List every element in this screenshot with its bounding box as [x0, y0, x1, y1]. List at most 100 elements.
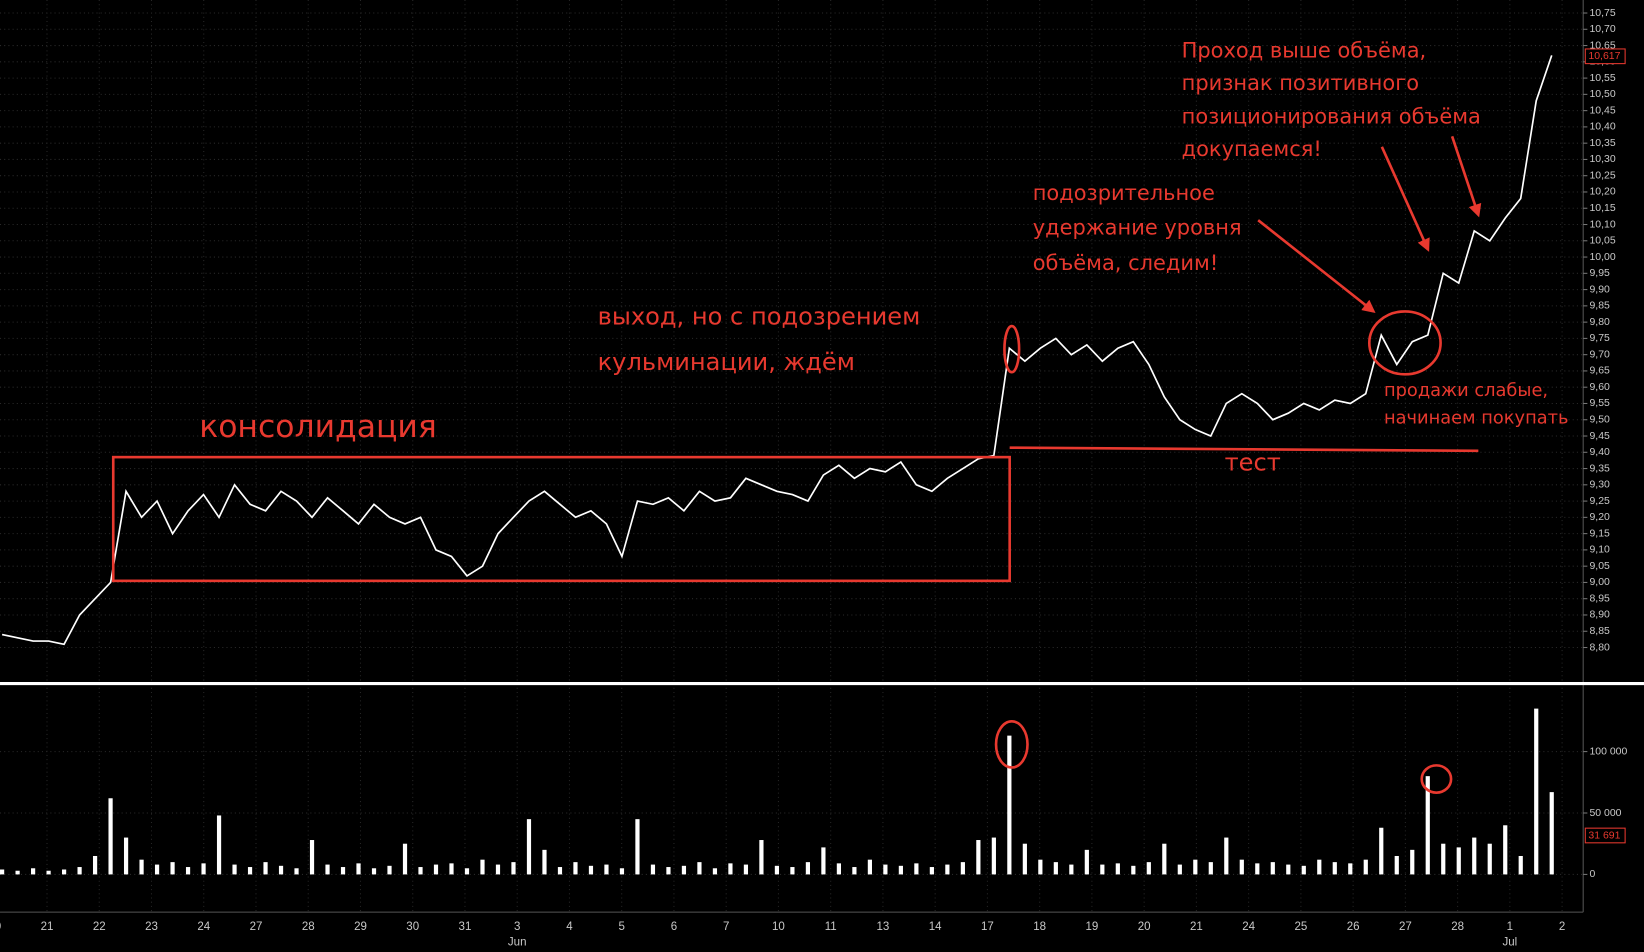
volume-bar	[464, 868, 470, 875]
volume-bar	[945, 864, 950, 875]
volume-bar	[1301, 865, 1306, 875]
volume-bar	[991, 837, 996, 875]
volume-bar	[867, 859, 872, 875]
volume-bar	[914, 863, 919, 875]
y-tick-label: 10,30	[1589, 154, 1615, 165]
x-tick-label: 11	[825, 921, 837, 933]
volume-bar	[774, 865, 780, 875]
y-tick-label: 9,65	[1589, 366, 1610, 377]
x-tick-label: 28	[302, 921, 315, 933]
volume-bar	[883, 864, 888, 875]
y-tick-label: 9,15	[1589, 528, 1610, 539]
volume-bar	[1286, 864, 1291, 875]
volume-bar	[1131, 865, 1136, 875]
annotation: позиционирования объёма	[1182, 104, 1481, 128]
volume-bar	[1549, 792, 1554, 875]
y-tick-label: 9,75	[1589, 333, 1610, 344]
y-tick-label: 9,35	[1589, 463, 1610, 474]
y-tick-label: 10,20	[1589, 187, 1615, 198]
volume-bar	[1193, 859, 1198, 875]
volume-bar	[1038, 859, 1043, 875]
grid	[0, 0, 1584, 913]
y-tick-label: 9,10	[1589, 545, 1610, 556]
y-tick-label: 9,95	[1589, 268, 1610, 279]
volume-bar	[635, 819, 640, 875]
volume-bar	[201, 863, 206, 875]
volume-bar	[790, 867, 795, 875]
test-line	[1009, 446, 1479, 453]
y-tick-label: 9,85	[1589, 301, 1610, 312]
y-tick-label: 50 000	[1589, 808, 1621, 819]
y-tick-label: 9,40	[1589, 447, 1610, 458]
volume-bar	[712, 868, 718, 875]
volume-bar	[340, 867, 346, 875]
annotation: объёма, следим!	[1033, 251, 1219, 275]
volume-bar	[1394, 855, 1399, 875]
volume-bar	[1239, 859, 1244, 875]
x-tick-label: 20	[1138, 921, 1151, 933]
volume-circle	[1420, 764, 1453, 794]
y-tick-label: 10,65	[1589, 40, 1615, 51]
volume-bar	[309, 840, 315, 875]
volume-bar	[1379, 827, 1384, 875]
volume-bar	[263, 862, 268, 875]
volume-bar	[1146, 862, 1151, 875]
y-tick-label: 8,95	[1589, 593, 1610, 604]
volume-bar	[588, 865, 594, 875]
y-tick-label: 9,55	[1589, 398, 1610, 409]
x-tick-label: 24	[197, 921, 210, 933]
volume-bar	[1007, 735, 1012, 875]
y-tick-label: 0	[1589, 869, 1595, 880]
volume-bar	[1022, 843, 1027, 875]
x-tick-label: 21	[1190, 921, 1203, 933]
volume-bar	[1270, 862, 1275, 875]
y-tick-label: 10,75	[1589, 8, 1615, 19]
volume-bar	[1518, 855, 1523, 875]
last-volume-label: 31 691	[1588, 830, 1620, 841]
volume-bar	[1332, 862, 1337, 875]
hold-circle	[1367, 310, 1442, 376]
month-label: Jul	[1502, 937, 1517, 949]
y-tick-label: 10,55	[1589, 73, 1615, 84]
volume-bar	[836, 863, 841, 875]
y-tick-label: 100 000	[1589, 746, 1627, 757]
volume-bar	[1317, 859, 1322, 875]
y-tick-label: 9,80	[1589, 317, 1610, 328]
y-tick-label: 9,90	[1589, 284, 1610, 295]
y-tick-label: 8,80	[1589, 642, 1610, 653]
volume-bar	[681, 865, 687, 875]
volume-bar	[1208, 862, 1213, 875]
x-tick-label: 3	[514, 921, 520, 933]
annotation: удержание уровня	[1033, 216, 1242, 240]
x-tick-label: 29	[354, 921, 367, 933]
annotation: кульминации, ждём	[598, 348, 855, 376]
volume-bar	[821, 847, 826, 875]
volume-bar	[1472, 837, 1477, 875]
y-tick-label: 9,25	[1589, 496, 1610, 507]
y-tick-label: 9,45	[1589, 431, 1610, 442]
volume-bar	[418, 867, 423, 875]
last-price-label: 10,617	[1588, 51, 1620, 62]
volume-bar	[604, 864, 609, 875]
volume-circle	[994, 720, 1029, 769]
x-tick-label: 14	[929, 921, 942, 933]
volume-bar	[1441, 843, 1446, 875]
volume-bar	[139, 859, 144, 875]
volume-bar	[123, 837, 129, 875]
x-tick-label: 24	[1242, 921, 1255, 933]
arrow	[1450, 135, 1482, 218]
volume-bar	[1255, 863, 1260, 875]
volume-bar	[1115, 863, 1120, 875]
y-tick-label: 9,00	[1589, 577, 1610, 588]
y-tick-label: 10,45	[1589, 105, 1615, 116]
volume-bar	[976, 840, 981, 875]
volume-bar	[1162, 843, 1167, 875]
volume-bar	[170, 862, 175, 875]
y-tick-label: 9,70	[1589, 349, 1610, 360]
volume-bar	[805, 862, 811, 875]
volume-bar	[511, 862, 516, 875]
volume-bar	[728, 863, 733, 875]
x-tick-label: 4	[566, 921, 573, 933]
plot: 10,7510,7010,6510,6010,5510,5010,4510,40…	[0, 8, 1627, 949]
